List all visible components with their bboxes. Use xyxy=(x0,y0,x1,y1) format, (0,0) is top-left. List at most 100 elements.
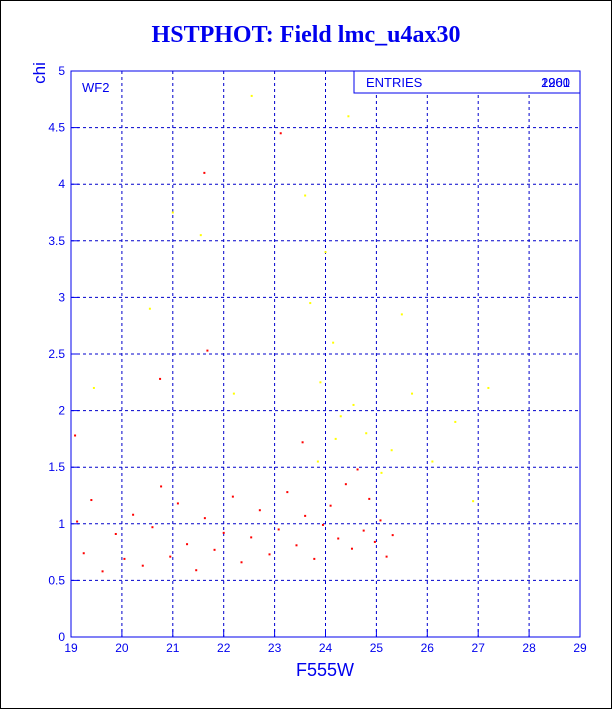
point-yellow xyxy=(171,211,174,214)
point-yellow xyxy=(347,115,350,118)
point-yellow xyxy=(339,415,342,418)
y-tick-label: 1 xyxy=(58,517,65,531)
point-red xyxy=(101,570,104,573)
point-red xyxy=(160,485,163,488)
chart-title: HSTPHOT: Field lmc_u4ax30 xyxy=(151,22,461,48)
y-tick-label: 5 xyxy=(58,64,65,78)
x-tick-label: 23 xyxy=(268,641,282,655)
point-red xyxy=(279,132,282,135)
point-red xyxy=(295,544,298,547)
x-tick-label: 28 xyxy=(522,641,536,655)
point-red xyxy=(337,537,340,540)
x-tick-label: 21 xyxy=(166,641,180,655)
point-red xyxy=(240,561,243,564)
x-tick-label: 29 xyxy=(573,641,587,655)
point-red xyxy=(151,526,154,529)
y-tick-label: 0.5 xyxy=(48,573,65,587)
point-red xyxy=(391,534,394,537)
point-yellow xyxy=(365,432,368,435)
point-red xyxy=(329,504,332,507)
point-red xyxy=(195,569,198,572)
point-red xyxy=(350,547,353,550)
point-red xyxy=(356,468,359,471)
point-red xyxy=(250,536,253,539)
point-yellow xyxy=(454,420,457,423)
x-tick-label: 19 xyxy=(64,641,78,655)
ticks: 19 20 21 22 23 24 25 26 27 28 29 0 0.5 1 1.5 2 2.5 3 3.5 4 4… xyxy=(48,64,587,655)
point-red xyxy=(321,523,324,526)
point-yellow xyxy=(400,313,403,316)
stats-entries-value-overlay: 1960 xyxy=(541,75,570,90)
point-yellow xyxy=(304,194,307,197)
point-yellow xyxy=(334,437,337,440)
point-red xyxy=(213,548,216,551)
stats-entries-value: 2201 xyxy=(541,75,570,90)
point-yellow xyxy=(309,302,312,305)
point-red xyxy=(132,513,135,516)
stats-box-border xyxy=(353,70,581,94)
point-red xyxy=(385,555,388,558)
x-tick-label: 22 xyxy=(217,641,231,655)
point-red xyxy=(159,377,162,380)
point-yellow xyxy=(472,500,475,503)
point-red xyxy=(368,497,371,500)
y-tick-label: 1.5 xyxy=(48,460,65,474)
y-tick-label: 0 xyxy=(58,630,65,644)
y-tick-label: 3.5 xyxy=(48,234,65,248)
point-red xyxy=(90,499,93,502)
point-red xyxy=(203,517,206,520)
x-axis-label: F555W xyxy=(296,660,354,680)
point-red xyxy=(258,509,261,512)
y-tick-label: 2 xyxy=(58,404,65,418)
point-red xyxy=(114,532,117,535)
point-yellow xyxy=(487,386,490,389)
point-red xyxy=(76,520,79,523)
stats-entries-label: ENTRIES xyxy=(366,75,423,90)
point-yellow xyxy=(92,386,95,389)
point-yellow xyxy=(380,471,383,474)
point-yellow xyxy=(148,307,151,310)
point-yellow xyxy=(316,460,319,463)
point-red xyxy=(74,434,77,437)
point-yellow xyxy=(319,381,322,384)
point-red xyxy=(141,564,144,567)
point-yellow xyxy=(199,234,202,237)
y-tick-label: 4 xyxy=(58,177,65,191)
x-tick-label: 25 xyxy=(370,641,384,655)
y-tick-label: 4.5 xyxy=(48,121,65,135)
point-red xyxy=(123,557,126,560)
point-red xyxy=(203,171,206,174)
point-red xyxy=(231,495,234,498)
point-red xyxy=(362,529,365,532)
y-axis-label: chi xyxy=(30,62,49,84)
point-red xyxy=(286,491,289,494)
y-tick-label: 3 xyxy=(58,290,65,304)
point-yellow xyxy=(431,460,434,463)
x-tick-label: 20 xyxy=(115,641,129,655)
panel-label: WF2 xyxy=(82,80,109,95)
point-red xyxy=(206,349,209,352)
point-red xyxy=(379,519,382,522)
point-yellow xyxy=(411,392,414,395)
point-red xyxy=(344,483,347,486)
point-red xyxy=(169,555,172,558)
x-tick-label: 24 xyxy=(319,641,333,655)
x-tick-label: 26 xyxy=(421,641,435,655)
point-red xyxy=(373,540,376,543)
point-red xyxy=(176,502,179,505)
point-red xyxy=(82,552,85,555)
point-yellow xyxy=(390,449,393,452)
point-yellow xyxy=(250,94,253,97)
point-red xyxy=(277,528,280,531)
point-yellow xyxy=(332,341,335,344)
point-red xyxy=(222,531,225,534)
y-tick-label: 2.5 xyxy=(48,347,65,361)
points xyxy=(74,94,490,573)
point-red xyxy=(268,553,271,556)
point-red xyxy=(313,557,316,560)
point-red xyxy=(304,514,307,517)
x-tick-label: 27 xyxy=(472,641,486,655)
point-red xyxy=(301,441,304,444)
